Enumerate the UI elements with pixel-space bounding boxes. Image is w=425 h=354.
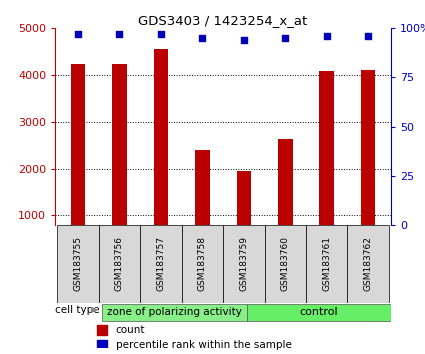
Point bbox=[99, 327, 106, 333]
FancyBboxPatch shape bbox=[99, 225, 140, 303]
Bar bbox=[195, 150, 210, 225]
Bar bbox=[237, 171, 251, 225]
Point bbox=[282, 35, 289, 41]
FancyBboxPatch shape bbox=[181, 225, 223, 303]
Point bbox=[99, 342, 106, 348]
Bar bbox=[361, 70, 375, 225]
Text: cell type: cell type bbox=[55, 305, 100, 315]
Text: GSM183759: GSM183759 bbox=[239, 236, 248, 291]
Text: GSM183762: GSM183762 bbox=[364, 236, 373, 291]
Text: control: control bbox=[300, 307, 338, 318]
Point bbox=[365, 33, 371, 39]
Text: count: count bbox=[116, 325, 145, 335]
Text: GSM183757: GSM183757 bbox=[156, 236, 165, 291]
FancyBboxPatch shape bbox=[306, 225, 348, 303]
Text: zone of polarizing activity: zone of polarizing activity bbox=[107, 307, 242, 318]
Text: GSM183758: GSM183758 bbox=[198, 236, 207, 291]
Point bbox=[116, 32, 123, 37]
FancyBboxPatch shape bbox=[223, 225, 265, 303]
Point bbox=[75, 32, 82, 37]
Bar bbox=[278, 139, 292, 225]
Title: GDS3403 / 1423254_x_at: GDS3403 / 1423254_x_at bbox=[139, 14, 308, 27]
FancyBboxPatch shape bbox=[102, 304, 246, 321]
Text: GSM183760: GSM183760 bbox=[281, 236, 290, 291]
Point bbox=[241, 37, 247, 43]
Bar bbox=[154, 49, 168, 225]
Point bbox=[158, 32, 164, 37]
FancyBboxPatch shape bbox=[265, 225, 306, 303]
FancyBboxPatch shape bbox=[246, 304, 391, 321]
Bar bbox=[112, 64, 127, 225]
Text: percentile rank within the sample: percentile rank within the sample bbox=[116, 340, 292, 350]
Point bbox=[199, 35, 206, 41]
Bar bbox=[320, 72, 334, 225]
Point bbox=[323, 33, 330, 39]
FancyBboxPatch shape bbox=[348, 225, 389, 303]
FancyBboxPatch shape bbox=[140, 225, 181, 303]
Bar bbox=[71, 64, 85, 225]
Text: GSM183761: GSM183761 bbox=[322, 236, 331, 291]
Text: GSM183755: GSM183755 bbox=[74, 236, 82, 291]
FancyBboxPatch shape bbox=[57, 225, 99, 303]
Text: GSM183756: GSM183756 bbox=[115, 236, 124, 291]
